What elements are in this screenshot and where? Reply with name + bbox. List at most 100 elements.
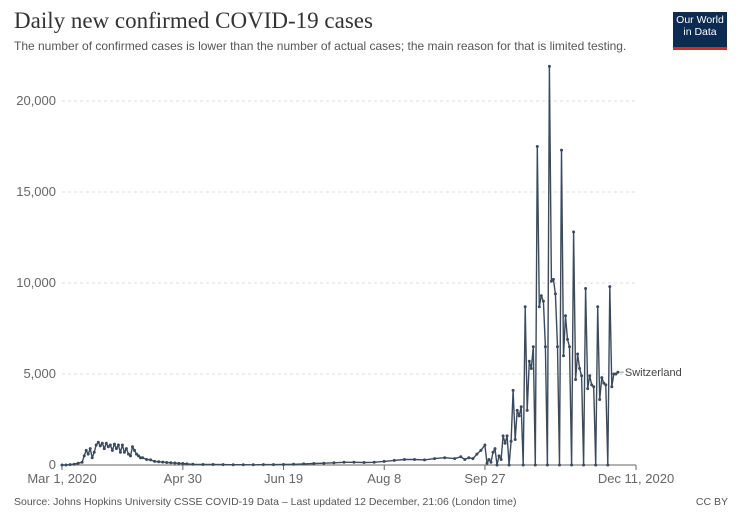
data-point[interactable] xyxy=(84,448,88,452)
data-point[interactable] xyxy=(592,385,596,389)
data-point[interactable] xyxy=(556,345,559,349)
data-point[interactable] xyxy=(549,279,553,283)
data-point[interactable] xyxy=(475,452,479,456)
data-point[interactable] xyxy=(511,388,515,392)
data-point[interactable] xyxy=(491,450,495,454)
data-point[interactable] xyxy=(499,458,503,461)
data-point[interactable] xyxy=(88,447,92,451)
data-point[interactable] xyxy=(173,461,177,465)
data-point[interactable] xyxy=(485,461,489,465)
data-point[interactable] xyxy=(580,374,584,378)
data-point[interactable] xyxy=(533,463,537,467)
data-point[interactable] xyxy=(251,463,255,467)
data-point[interactable] xyxy=(467,456,471,460)
data-point[interactable] xyxy=(120,443,124,447)
data-point[interactable] xyxy=(489,460,493,464)
data-point[interactable] xyxy=(509,439,513,443)
data-point[interactable] xyxy=(161,460,165,464)
data-point[interactable] xyxy=(98,444,102,448)
data-point[interactable] xyxy=(443,456,447,460)
data-point[interactable] xyxy=(582,463,586,467)
data-point[interactable] xyxy=(72,462,76,466)
data-point[interactable] xyxy=(114,447,118,451)
data-point[interactable] xyxy=(598,398,602,401)
data-point[interactable] xyxy=(94,443,98,447)
data-point[interactable] xyxy=(149,458,153,462)
data-point[interactable] xyxy=(459,455,463,459)
data-point[interactable] xyxy=(86,452,90,456)
data-point[interactable] xyxy=(562,354,565,358)
data-point[interactable] xyxy=(584,287,588,290)
data-point[interactable] xyxy=(129,454,132,458)
data-point[interactable] xyxy=(497,454,501,458)
owid-logo[interactable]: Our World in Data xyxy=(673,12,727,50)
data-point[interactable] xyxy=(588,374,592,378)
data-point[interactable] xyxy=(513,438,517,441)
data-point[interactable] xyxy=(211,463,215,466)
data-point[interactable] xyxy=(515,408,519,412)
data-point[interactable] xyxy=(221,463,225,467)
data-point[interactable] xyxy=(108,443,112,447)
data-point[interactable] xyxy=(139,456,142,460)
data-point[interactable] xyxy=(322,461,326,465)
data-point[interactable] xyxy=(606,463,610,467)
data-point[interactable] xyxy=(261,463,265,467)
data-point[interactable] xyxy=(201,463,205,466)
data-point[interactable] xyxy=(124,447,128,451)
data-point[interactable] xyxy=(551,277,555,281)
data-point[interactable] xyxy=(602,381,606,385)
data-point[interactable] xyxy=(352,460,356,464)
data-point[interactable] xyxy=(413,458,416,461)
data-point[interactable] xyxy=(574,378,578,381)
data-point[interactable] xyxy=(572,230,576,234)
data-point[interactable] xyxy=(64,463,68,467)
data-point[interactable] xyxy=(543,345,547,349)
data-point[interactable] xyxy=(578,367,582,370)
data-point[interactable] xyxy=(153,459,157,463)
data-point[interactable] xyxy=(96,440,100,444)
data-point[interactable] xyxy=(612,372,616,376)
data-point[interactable] xyxy=(463,458,467,461)
data-point[interactable] xyxy=(133,448,136,452)
data-point[interactable] xyxy=(527,359,531,363)
data-point[interactable] xyxy=(576,352,580,356)
data-point[interactable] xyxy=(517,414,521,418)
data-point[interactable] xyxy=(541,299,545,303)
data-point[interactable] xyxy=(487,458,491,461)
data-point[interactable] xyxy=(539,294,543,298)
data-point[interactable] xyxy=(507,463,511,467)
data-point[interactable] xyxy=(185,462,189,466)
data-point[interactable] xyxy=(131,445,134,449)
data-point[interactable] xyxy=(127,452,130,456)
data-point[interactable] xyxy=(479,448,483,452)
data-point[interactable] xyxy=(564,314,567,318)
data-point[interactable] xyxy=(471,457,475,461)
data-point[interactable] xyxy=(135,452,138,456)
data-point[interactable] xyxy=(596,305,600,309)
data-point[interactable] xyxy=(545,463,549,467)
data-point[interactable] xyxy=(169,461,173,465)
data-point[interactable] xyxy=(76,461,80,465)
data-point[interactable] xyxy=(382,459,386,463)
data-point[interactable] xyxy=(92,450,96,454)
data-point[interactable] xyxy=(483,443,487,447)
data-point[interactable] xyxy=(519,405,523,409)
data-point[interactable] xyxy=(342,460,346,464)
data-point[interactable] xyxy=(181,462,185,465)
data-point[interactable] xyxy=(402,458,406,461)
data-point[interactable] xyxy=(116,443,120,447)
data-point[interactable] xyxy=(493,447,497,451)
data-point[interactable] xyxy=(157,460,161,464)
data-point[interactable] xyxy=(372,460,376,464)
data-point[interactable] xyxy=(521,463,525,467)
data-point[interactable] xyxy=(610,385,614,389)
data-point[interactable] xyxy=(141,456,145,460)
data-point[interactable] xyxy=(137,454,140,458)
data-point[interactable] xyxy=(112,442,116,446)
data-point[interactable] xyxy=(537,305,541,309)
data-point[interactable] xyxy=(332,461,336,465)
data-point[interactable] xyxy=(523,305,527,309)
data-point[interactable] xyxy=(282,463,285,466)
data-point[interactable] xyxy=(241,463,245,467)
data-point[interactable] xyxy=(535,145,539,148)
